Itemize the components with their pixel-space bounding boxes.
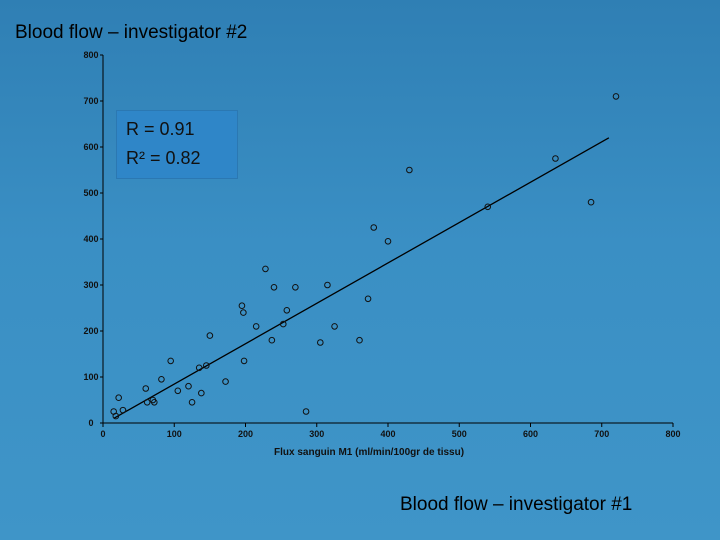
y-tick-label: 300 (83, 280, 98, 290)
y-tick-label: 400 (83, 234, 98, 244)
data-point (188, 399, 196, 406)
x-tick-label: 800 (665, 429, 680, 439)
data-point (587, 198, 595, 206)
data-point (185, 382, 192, 390)
y-tick-label: 600 (83, 142, 98, 152)
x-tick-label: 600 (523, 429, 538, 439)
y-tick-label: 100 (83, 372, 98, 382)
data-point (158, 376, 165, 383)
data-point (384, 238, 392, 245)
data-point (331, 323, 338, 330)
x-tick-label: 400 (380, 429, 395, 439)
x-tick-label: 0 (100, 429, 105, 439)
data-point (364, 295, 372, 303)
data-point (302, 408, 310, 415)
data-point (142, 385, 150, 392)
y-tick-label: 500 (83, 188, 98, 198)
data-point (324, 281, 331, 289)
data-point (238, 302, 246, 310)
data-point (270, 284, 278, 291)
slide-title: Blood flow – investigator #2 (15, 22, 248, 43)
data-point (112, 412, 120, 420)
data-point (484, 203, 492, 211)
slide-footer: Blood flow – investigator #1 (400, 494, 633, 515)
data-point (262, 265, 269, 273)
data-point (195, 364, 203, 372)
r-squared-value: R² = 0.82 (126, 148, 201, 168)
r-value: R = 0.91 (126, 119, 195, 139)
chart-points (110, 93, 620, 420)
data-point (222, 378, 229, 385)
data-point (292, 284, 299, 291)
data-point (252, 323, 260, 330)
x-tick-label: 500 (452, 429, 467, 439)
x-tick-label: 200 (238, 429, 253, 439)
regression-line (113, 137, 610, 419)
x-tick-label: 100 (167, 429, 182, 439)
x-tick-label: 300 (309, 429, 324, 439)
chart-ticks: 0 100 200 300 400 500 600 700 800 0 100 200 300 400 50… (83, 50, 680, 439)
data-point (268, 336, 276, 344)
data-point (240, 309, 247, 316)
data-point (370, 224, 378, 231)
data-point (283, 307, 291, 314)
data-point (612, 93, 620, 100)
data-point (115, 394, 122, 402)
data-point (198, 389, 205, 397)
data-point (203, 362, 210, 369)
y-tick-label: 800 (83, 50, 98, 60)
y-tick-label: 200 (83, 326, 98, 336)
stats-box: R = 0.91 R² = 0.82 (116, 110, 238, 179)
y-tick-label: 0 (88, 418, 93, 428)
data-point (206, 332, 214, 339)
x-tick-label: 700 (594, 429, 609, 439)
data-point (151, 399, 158, 406)
data-point (279, 320, 287, 328)
data-point (317, 339, 324, 346)
data-point (167, 357, 174, 365)
data-point (356, 336, 363, 344)
data-point (552, 155, 559, 162)
data-point (406, 166, 413, 174)
data-point (174, 387, 182, 395)
data-point (119, 406, 127, 414)
x-axis-label: Flux sanguin M1 (ml/min/100gr de tissu) (274, 447, 464, 458)
y-tick-label: 700 (83, 96, 98, 106)
data-point (240, 357, 248, 365)
data-point (143, 399, 151, 406)
